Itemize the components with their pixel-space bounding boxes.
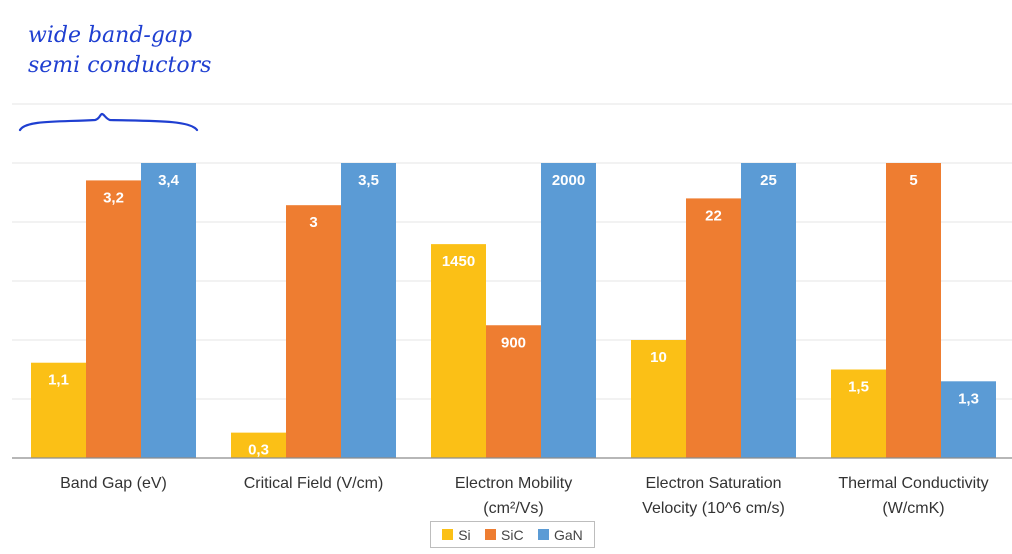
bar-sic-3 — [686, 198, 741, 458]
category-label: (W/cmK) — [882, 500, 944, 517]
bars — [31, 163, 996, 458]
value-label: 3,2 — [103, 189, 124, 206]
legend-swatch-gan — [537, 529, 549, 540]
value-label: 1,3 — [958, 390, 979, 407]
value-label: 1,1 — [48, 372, 69, 389]
value-label: 3,5 — [358, 172, 379, 189]
bar-gan-1 — [341, 163, 396, 458]
legend-item-si: Si — [442, 526, 471, 543]
category-label: Electron Saturation — [645, 475, 781, 492]
value-label: 25 — [760, 172, 777, 189]
value-label: 22 — [705, 207, 722, 224]
value-label: 900 — [501, 334, 526, 351]
category-label: Band Gap (eV) — [60, 475, 167, 492]
legend-label-si: Si — [458, 526, 471, 543]
category-label: Velocity (10^6 cm/s) — [642, 500, 785, 517]
bar-sic-2 — [486, 325, 541, 458]
value-label: 2000 — [552, 172, 585, 189]
category-labels: Band Gap (eV) Critical Field (V/cm) Electr… — [60, 475, 989, 517]
legend-item-sic: SiC — [485, 527, 524, 543]
value-labels: 1,1 3,2 3,4 0,3 3 3,5 1450 900 2000 10 22 25 1,5 5 1,3 — [48, 172, 979, 459]
value-label: 1,5 — [848, 379, 869, 396]
bar-si-4 — [831, 369, 886, 458]
bar-gan-4 — [941, 381, 996, 458]
legend: Si SiC GaN — [430, 521, 595, 548]
value-label: 0,3 — [248, 442, 269, 459]
value-label: 10 — [650, 349, 667, 366]
category-label: Electron Mobility — [455, 475, 572, 492]
category-label: Critical Field (V/cm) — [244, 475, 384, 492]
bar-sic-1 — [286, 205, 341, 458]
annotation-line-2: semi conductors — [28, 53, 211, 78]
bar-si-3 — [631, 340, 686, 458]
legend-swatch-si — [442, 529, 454, 540]
bar-gan-0 — [141, 163, 196, 458]
legend-label-sic: SiC — [501, 526, 524, 543]
value-label: 3,4 — [158, 172, 180, 189]
bar-sic-0 — [86, 180, 141, 458]
bar-sic-4 — [886, 163, 941, 458]
annotation-line-1: wide band-gap — [28, 23, 192, 48]
legend-swatch-sic — [485, 529, 497, 540]
value-label: 5 — [909, 172, 917, 189]
bar-gan-2 — [541, 163, 596, 458]
bar-gan-3 — [741, 163, 796, 458]
category-label: Thermal Conductivity — [838, 475, 988, 492]
bar-si-1 — [231, 432, 286, 458]
legend-label-gan: GaN — [553, 526, 583, 543]
legend-item-gan: GaN — [537, 526, 583, 543]
bar-si-2 — [431, 244, 486, 458]
annotation-brace — [18, 112, 199, 132]
category-label: (cm²/Vs) — [483, 500, 543, 517]
value-label: 3 — [309, 214, 317, 231]
bar-si-0 — [31, 362, 86, 458]
value-label: 1450 — [442, 253, 475, 270]
